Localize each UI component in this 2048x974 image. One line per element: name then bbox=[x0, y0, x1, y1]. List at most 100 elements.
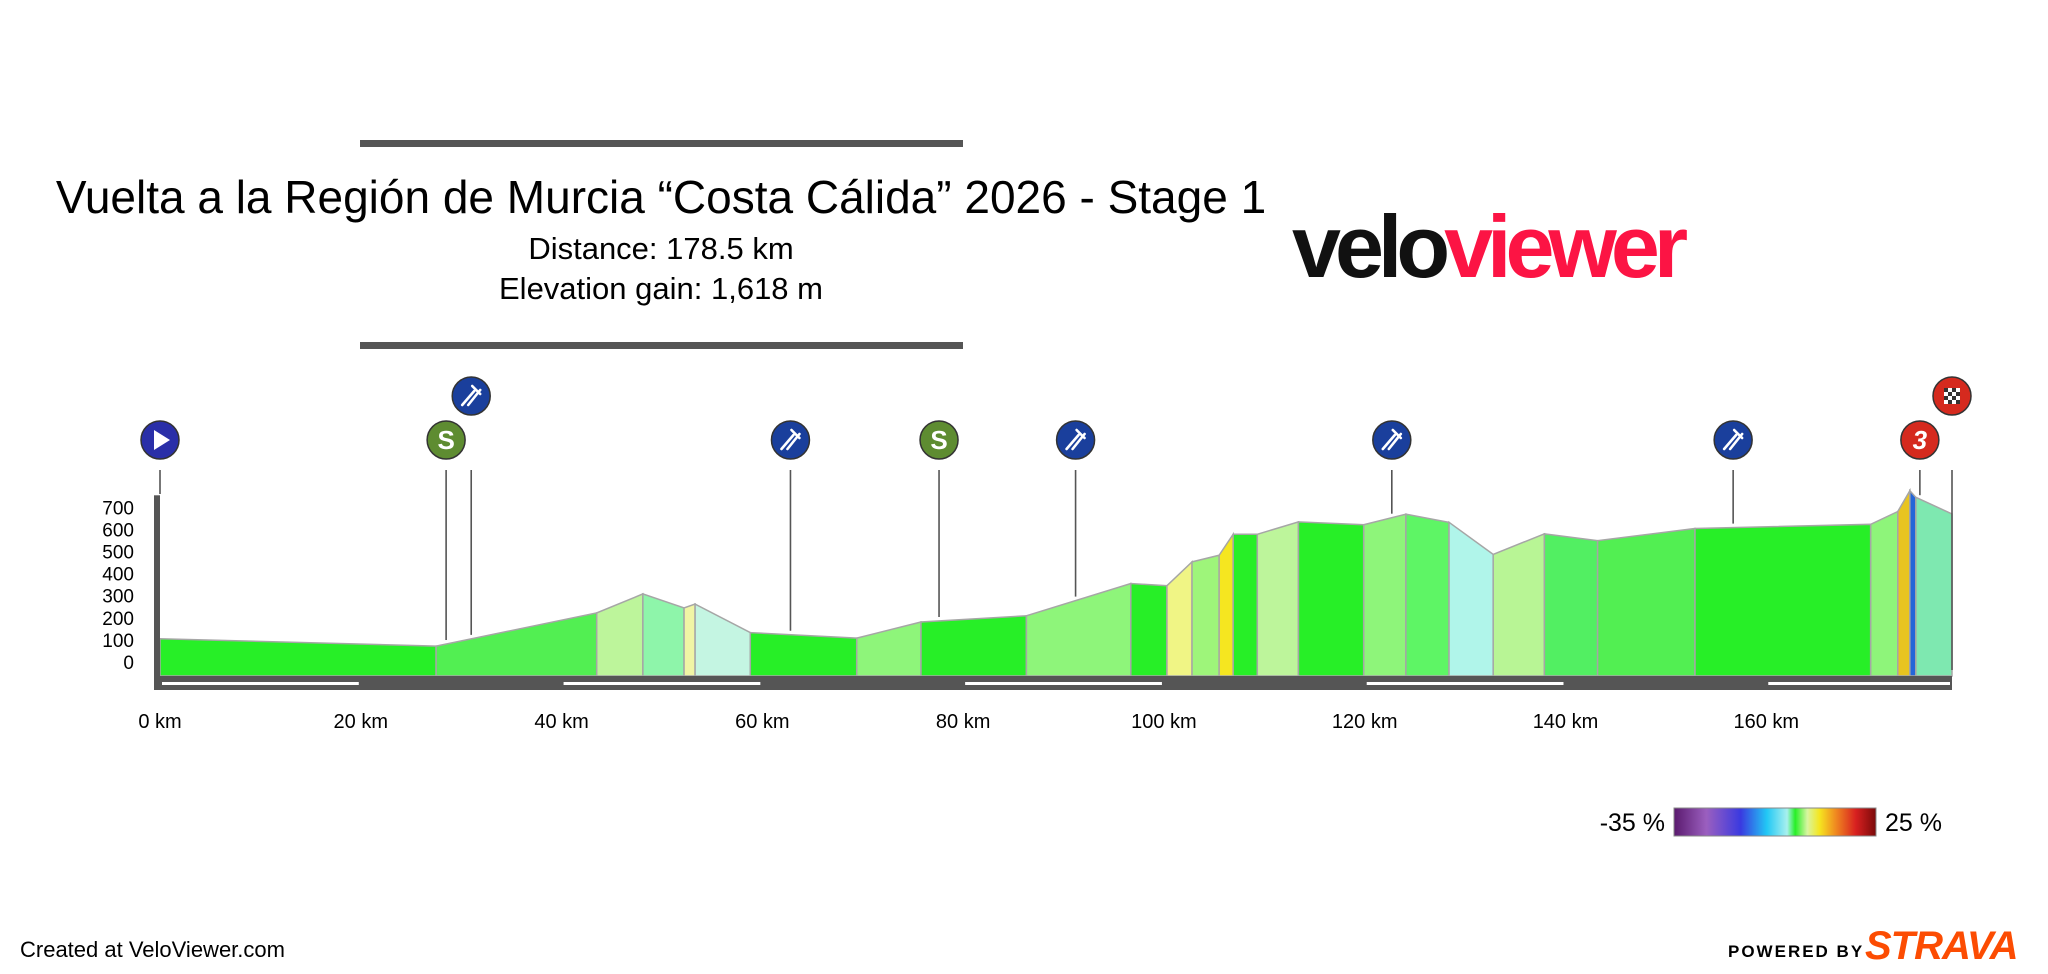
profile-segment bbox=[694, 602, 752, 677]
feed-zone-fork-icon bbox=[1381, 428, 1403, 451]
checker-cell bbox=[1952, 396, 1956, 400]
profile-segment bbox=[1191, 554, 1220, 677]
feed-zone-fork-icon bbox=[451, 376, 491, 416]
profile-segment bbox=[1915, 496, 1953, 677]
profile-segment bbox=[1448, 520, 1494, 677]
y-tick-label: 700 bbox=[102, 498, 134, 519]
profile-segment bbox=[1025, 582, 1132, 677]
profile-segment bbox=[1297, 521, 1365, 677]
distance-text: Distance: 178.5 km bbox=[528, 231, 793, 266]
title-top-rule bbox=[360, 140, 963, 147]
logo-viewer: viewer bbox=[1444, 197, 1687, 296]
profile-segment bbox=[1909, 488, 1917, 677]
profile-segment bbox=[642, 592, 685, 677]
sprint-s-icon: S bbox=[426, 420, 466, 460]
y-tick-label: 200 bbox=[102, 609, 134, 630]
profile-segment bbox=[1897, 487, 1911, 677]
play-icon bbox=[154, 430, 170, 450]
title-bottom-rule bbox=[360, 342, 963, 349]
feed-zone-fork-icon bbox=[780, 428, 801, 451]
x-tick-label: 140 km bbox=[1533, 711, 1599, 733]
profile-segment bbox=[1405, 513, 1450, 677]
checker-cell bbox=[1952, 392, 1956, 396]
profile-segment bbox=[1492, 532, 1546, 677]
y-tick-label: 0 bbox=[123, 653, 134, 674]
knife-handle bbox=[786, 432, 801, 451]
x-tick-label: 40 km bbox=[534, 711, 588, 733]
gradient-scale-bar bbox=[1673, 807, 1877, 837]
y-tick-label: 300 bbox=[102, 587, 134, 608]
checker-cell bbox=[1944, 392, 1948, 396]
x-tick-label: 20 km bbox=[334, 711, 388, 733]
profile-segment bbox=[1362, 513, 1407, 677]
marker-badge bbox=[919, 420, 959, 460]
checker-cell bbox=[1944, 396, 1948, 400]
sprint-s-icon: S bbox=[919, 420, 959, 460]
checker-cell bbox=[1948, 392, 1952, 396]
checker-cell bbox=[1944, 400, 1948, 404]
fork-handle bbox=[780, 433, 795, 451]
checker-cell bbox=[1948, 388, 1952, 392]
fork-handle bbox=[1722, 433, 1738, 451]
finish-flag-icon bbox=[1932, 376, 1972, 416]
profile-segment bbox=[1596, 527, 1696, 677]
marker-badge bbox=[1900, 420, 1940, 460]
marker-lines bbox=[159, 470, 1953, 670]
fork-handle bbox=[460, 389, 476, 407]
powered-by-text: POWERED BY bbox=[1728, 942, 1864, 961]
checker-cell bbox=[1948, 396, 1952, 400]
profile-segment bbox=[1232, 533, 1259, 677]
veloviewer-logo: veloviewer bbox=[1292, 197, 1687, 296]
feed-zone-fork-icon bbox=[1713, 420, 1753, 460]
profile-segment bbox=[683, 603, 696, 677]
profile-segment bbox=[1256, 520, 1300, 677]
knife-handle bbox=[1071, 432, 1086, 451]
profile-segment bbox=[920, 615, 1028, 677]
created-at-text[interactable]: Created at VeloViewer.com bbox=[20, 937, 285, 962]
feed-zone-fork-icon bbox=[770, 420, 811, 460]
checker-cell bbox=[1956, 396, 1960, 400]
knife-handle bbox=[1728, 432, 1744, 451]
profile-segment bbox=[435, 612, 598, 677]
profile-segment bbox=[855, 621, 922, 677]
profile-areas bbox=[159, 487, 1953, 677]
chart-title: Vuelta a la Región de Murcia “Costa Cáli… bbox=[56, 171, 1266, 223]
feed-zone-fork-icon bbox=[1372, 420, 1412, 460]
checker-cell bbox=[1948, 400, 1952, 404]
x-tick-label: 60 km bbox=[735, 711, 789, 733]
scale-max-label: 25 % bbox=[1885, 809, 1942, 837]
y-tick-label: 500 bbox=[102, 543, 134, 564]
profile-segment bbox=[749, 631, 858, 677]
profile-segment bbox=[1218, 531, 1234, 677]
checker-cell bbox=[1956, 388, 1960, 392]
y-axis-line bbox=[154, 495, 160, 676]
profile-segment bbox=[1694, 523, 1872, 677]
x-tick-label: 80 km bbox=[936, 711, 990, 733]
marker-label: 3 bbox=[1913, 425, 1928, 455]
y-tick-label: 100 bbox=[102, 631, 134, 652]
fork-handle bbox=[1381, 433, 1397, 451]
y-tick-label: 600 bbox=[102, 520, 134, 541]
finish-flag-icon bbox=[1944, 388, 1960, 404]
checker-cell bbox=[1944, 388, 1948, 392]
feed-zone-fork-icon bbox=[1722, 428, 1744, 451]
distance-axis-bar bbox=[154, 676, 1952, 690]
knife-handle bbox=[1387, 432, 1403, 451]
profile-segment bbox=[595, 592, 644, 677]
checker-cell bbox=[1952, 388, 1956, 392]
fork-handle bbox=[1065, 433, 1080, 451]
x-axis-ticks: 0 km 20 km 40 km 60 km 80 km 100 km 120 km 140 … bbox=[138, 711, 1799, 733]
profile-segment bbox=[1869, 510, 1899, 677]
elevation-gain-text: Elevation gain: 1,618 m bbox=[499, 271, 823, 306]
feed-zone-fork-icon bbox=[1055, 420, 1096, 460]
x-tick-label: 120 km bbox=[1332, 711, 1398, 733]
checker-cell bbox=[1956, 400, 1960, 404]
feed-zone-fork-icon bbox=[460, 384, 482, 407]
strava-logo: STRAVA bbox=[1865, 924, 2018, 968]
checker-cell bbox=[1956, 392, 1960, 396]
x-tick-label: 100 km bbox=[1131, 711, 1197, 733]
route-markers: S S 3 bbox=[140, 376, 1972, 460]
road-dash bbox=[1366, 682, 1564, 685]
